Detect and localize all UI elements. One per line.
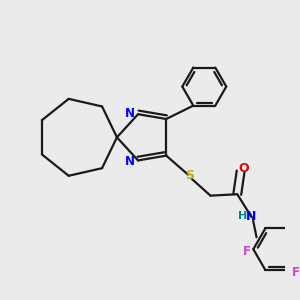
Text: F: F <box>243 245 251 258</box>
Text: N: N <box>125 155 135 168</box>
Text: S: S <box>185 169 194 182</box>
Text: O: O <box>239 162 249 175</box>
Text: F: F <box>292 266 300 279</box>
Text: H: H <box>238 211 248 221</box>
Text: N: N <box>125 106 135 120</box>
Text: N: N <box>246 210 256 223</box>
